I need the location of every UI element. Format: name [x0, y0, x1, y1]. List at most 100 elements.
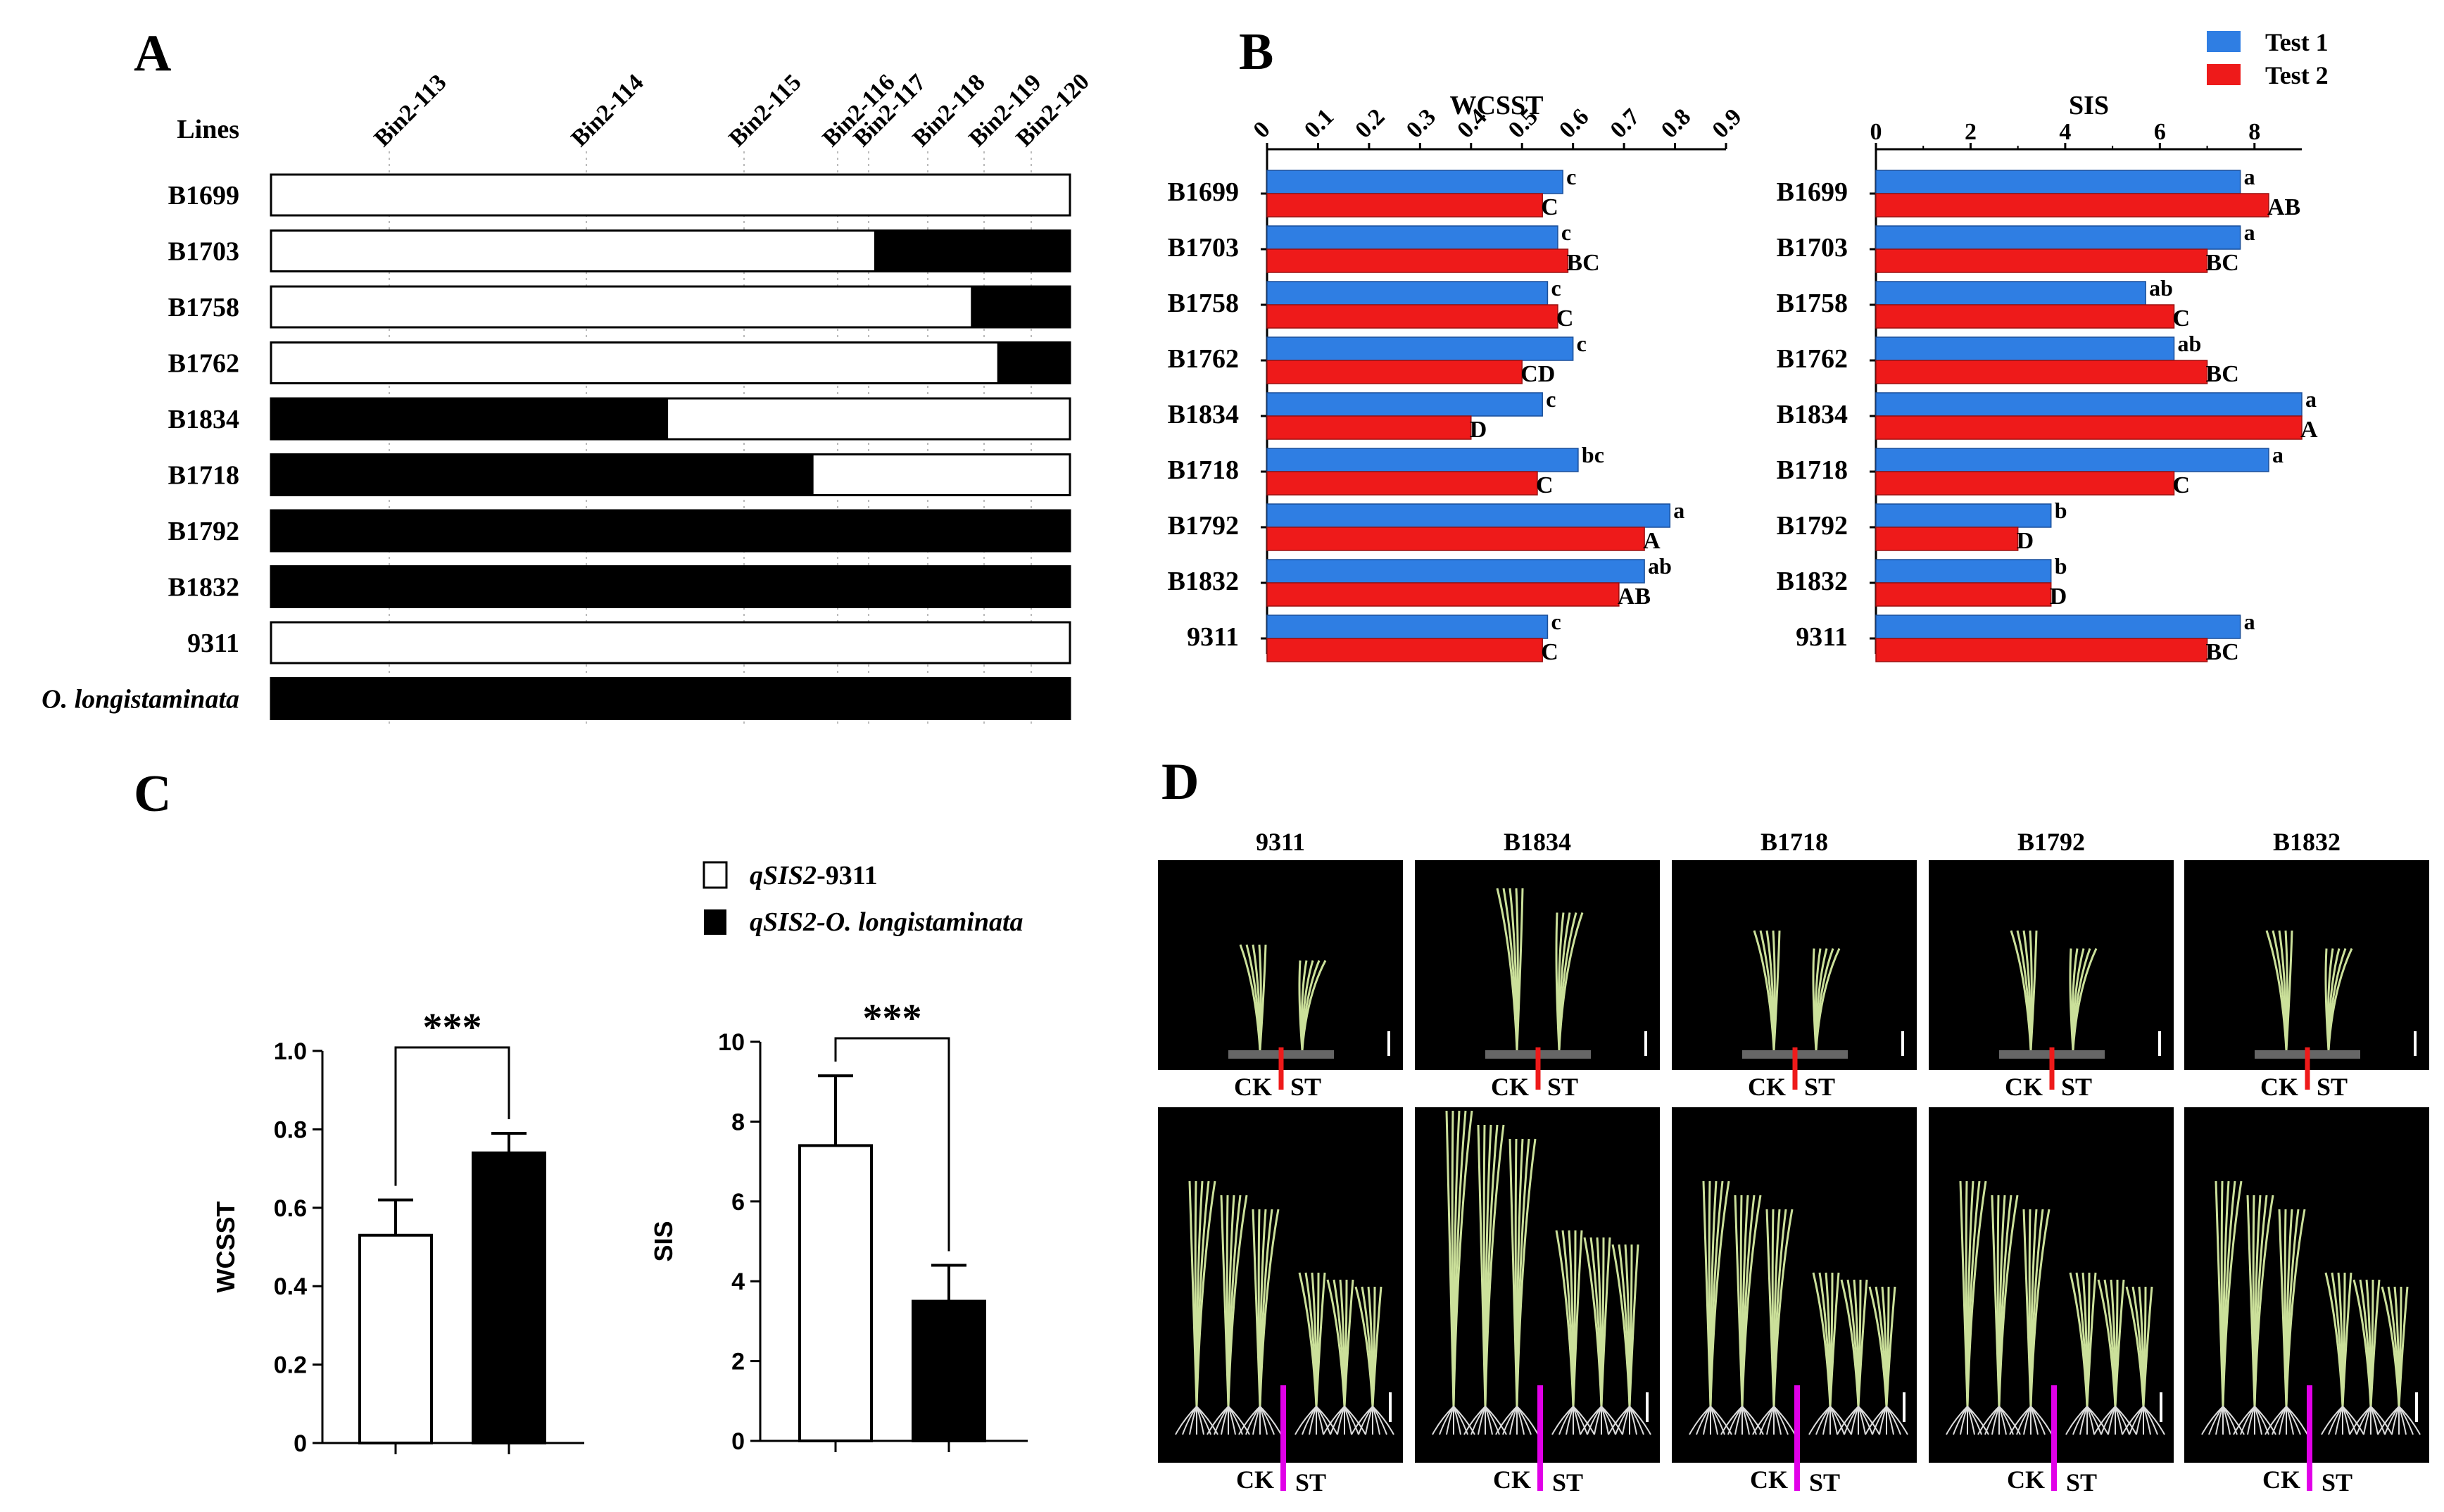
bar-test1 — [1875, 336, 2175, 361]
sis-summary-chart: 0 2 4 6 8 10 SIS *** — [649, 997, 1028, 1455]
bar-test2 — [1266, 471, 1538, 496]
y-axis-label: WCSST — [211, 1202, 240, 1293]
introgression-segment — [271, 566, 1070, 607]
bar-test2 — [1875, 304, 2175, 329]
photo-background — [1929, 860, 2174, 1070]
sig-label-test1: ab — [1648, 553, 1672, 579]
leaf — [1259, 1209, 1280, 1407]
root — [2115, 1406, 2137, 1435]
introgression-segment — [971, 286, 1070, 327]
bar-o-longistaminata — [912, 1299, 986, 1443]
ck-label: CK — [2260, 1073, 2298, 1101]
leaf — [1829, 1272, 1840, 1407]
bar-test2 — [1266, 527, 1645, 551]
category-label: B1834 — [1777, 400, 1848, 429]
category-label: B1792 — [1168, 511, 1239, 541]
st-label: ST — [2322, 1468, 2352, 1497]
root — [1316, 1406, 1338, 1435]
root — [2086, 1406, 2109, 1435]
bar-test1 — [1875, 392, 2303, 417]
sig-label-test1: c — [1561, 220, 1571, 245]
x-tick-label: 0.1 — [1299, 103, 1339, 143]
panel-c: C qSIS2-9311 qSIS2-O. longistaminata 0 0.… — [134, 765, 1028, 1457]
st-label: ST — [1295, 1468, 1326, 1497]
bar-test2 — [1875, 415, 2303, 440]
leaf — [1315, 1272, 1326, 1407]
root — [2342, 1406, 2364, 1435]
photo-background — [2184, 860, 2429, 1070]
leaf — [2114, 1279, 2125, 1407]
significance-stars: *** — [863, 997, 922, 1040]
ck-label: CK — [1491, 1073, 1529, 1101]
leaf — [2369, 1279, 2381, 1407]
bar-test2 — [1875, 582, 2052, 607]
significance-bracket — [834, 1037, 950, 1252]
genotype-bar — [270, 341, 1071, 384]
row-label: B1699 — [168, 181, 239, 210]
bin-label: Bin2-113 — [369, 70, 451, 152]
lines-label: Lines — [177, 115, 239, 144]
sig-label-test1: c — [1551, 275, 1561, 301]
root — [1998, 1406, 2021, 1435]
sig-label-test2: C — [2173, 305, 2191, 332]
genotype-rows: B1699 B1703 B1758 B1762 B1834 B1718 B1792 B1832… — [42, 173, 1071, 720]
root — [1710, 1406, 1732, 1435]
sig-label-test2: A — [1643, 528, 1661, 554]
bar-test2 — [1875, 527, 2019, 551]
x-tick-label: 0.7 — [1606, 103, 1645, 143]
introgression-segment — [271, 454, 814, 496]
root — [1228, 1406, 1250, 1435]
root — [1344, 1406, 1366, 1435]
category-label: B1699 — [1777, 177, 1848, 207]
bar-test2 — [1266, 638, 1543, 662]
legend-filled-label: qSIS2-O. longistaminata — [750, 907, 1023, 937]
leaf — [1343, 1279, 1354, 1407]
leaf — [2072, 947, 2098, 1051]
category-label: B1718 — [1777, 455, 1848, 485]
x-tick-label: 0.8 — [1656, 103, 1696, 143]
category-label: B1792 — [1777, 511, 1848, 541]
legend-test2-swatch — [2207, 64, 2241, 85]
bar-o-longistaminata — [472, 1151, 546, 1444]
ck-label: CK — [1234, 1073, 1272, 1101]
bar-test2 — [1266, 248, 1569, 273]
sig-label-test1: c — [1546, 386, 1556, 412]
panel-a: A Lines Bin2-113 Bin2-114 Bin2-115 Bin2-116… — [42, 25, 1095, 725]
sig-label-test2: CD — [1520, 361, 1555, 387]
y-tick-label: 4 — [731, 1268, 745, 1295]
leaf — [2398, 1286, 2409, 1407]
bar-test1 — [1266, 615, 1549, 639]
category-label: 9311 — [1187, 622, 1239, 652]
ck-label: CK — [1748, 1073, 1786, 1101]
y-tick-label: 0.8 — [274, 1116, 307, 1143]
st-label: ST — [1804, 1073, 1835, 1101]
top-photo — [2184, 860, 2429, 1070]
bin-label: Bin2-114 — [566, 70, 648, 152]
y-tick-label: 2 — [731, 1349, 745, 1375]
y-tick-label: 8 — [731, 1109, 745, 1135]
ck-label: CK — [1236, 1466, 1274, 1494]
bin-label: Bin2-115 — [724, 70, 806, 152]
root — [1485, 1406, 1507, 1435]
sig-label-test2: D — [1470, 417, 1487, 443]
bar-test1 — [1875, 559, 2052, 584]
panel-a-letter: A — [134, 25, 171, 82]
bar-test1 — [1266, 559, 1645, 584]
photo-background — [1415, 860, 1660, 1070]
sig-label-test1: a — [2244, 164, 2255, 189]
category-label: B1758 — [1777, 289, 1848, 318]
ck-label: CK — [2262, 1466, 2300, 1494]
legend-open-swatch — [703, 861, 728, 889]
category-label: 9311 — [1796, 622, 1848, 652]
leaf — [1195, 1180, 1216, 1407]
leaf — [1371, 1286, 1382, 1407]
leaf — [1484, 1124, 1505, 1407]
y-tick-label: 0 — [731, 1428, 745, 1455]
root — [2254, 1406, 2276, 1435]
sig-label-test2: AB — [2267, 194, 2300, 220]
bar-test2 — [1875, 360, 2208, 384]
genotype-bar — [270, 173, 1071, 217]
category-label: B1762 — [1168, 344, 1239, 374]
photo-line-label: B1834 — [1504, 828, 1571, 856]
